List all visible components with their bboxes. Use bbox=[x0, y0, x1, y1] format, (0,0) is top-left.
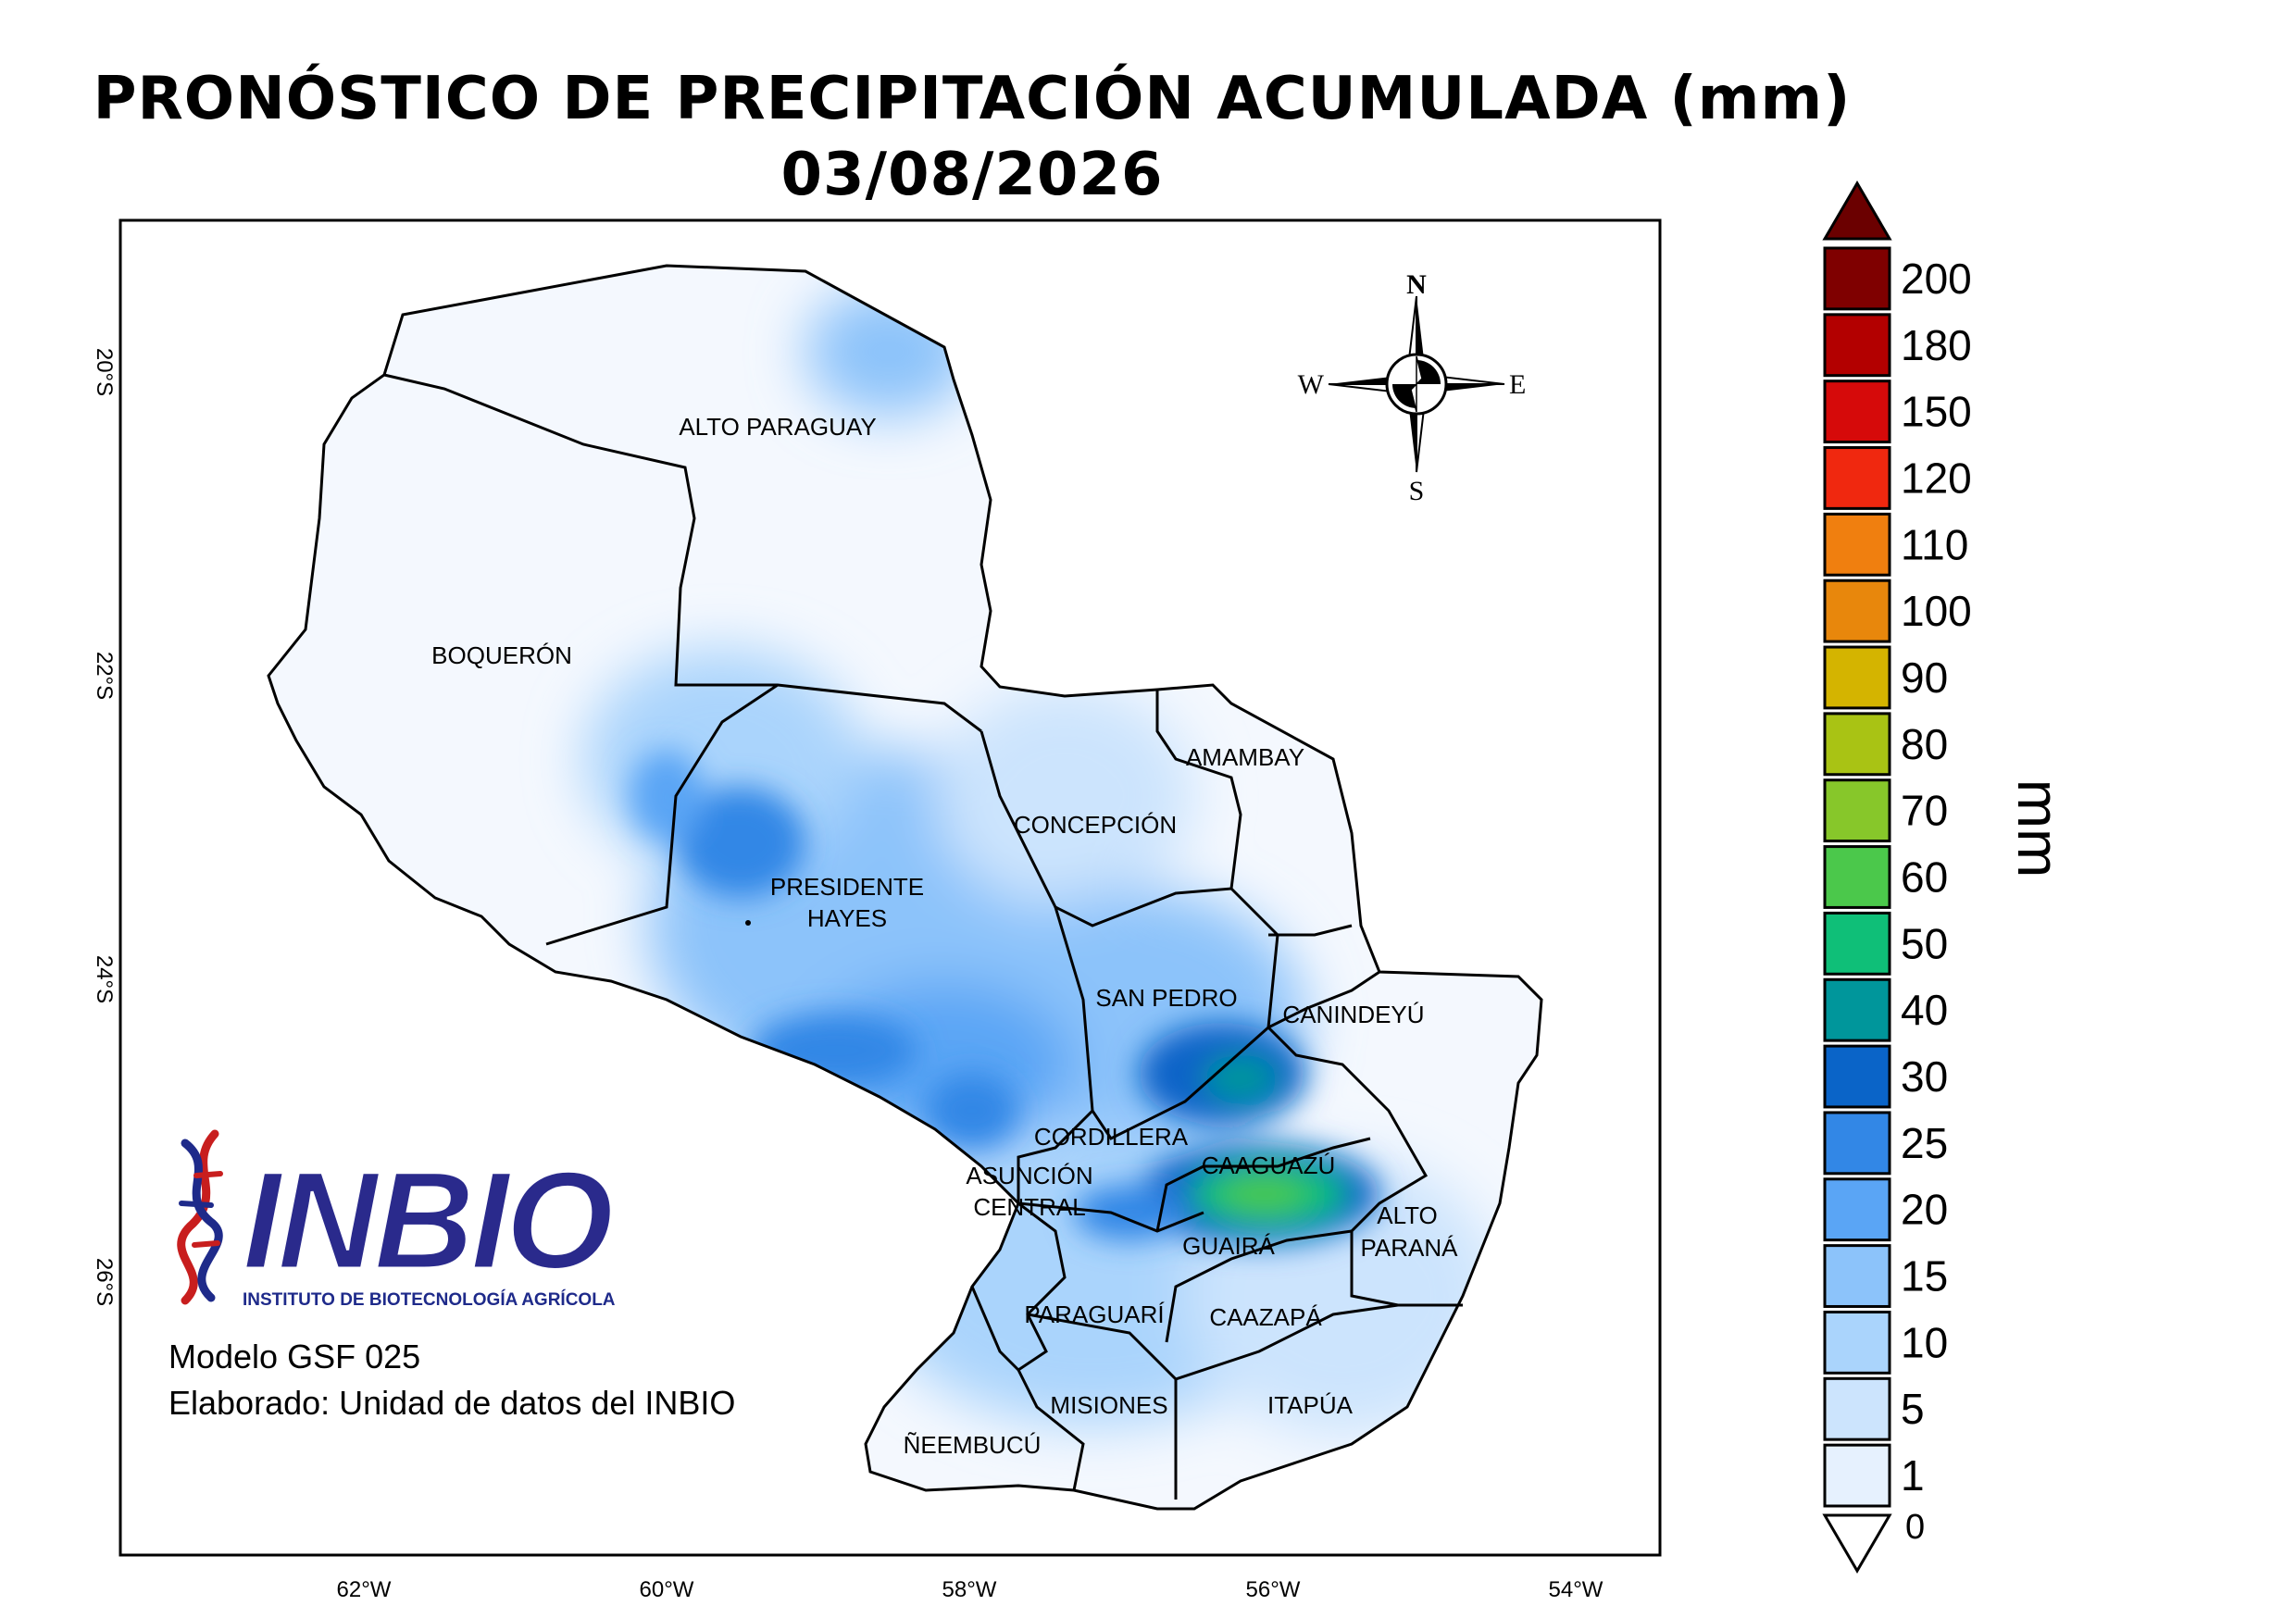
legend-label-30: 30 bbox=[1901, 1052, 1948, 1101]
legend-swatch-1 bbox=[1823, 1443, 1891, 1508]
label-central: CENTRAL bbox=[973, 1193, 1085, 1221]
legend-swatch-10 bbox=[1823, 1310, 1891, 1375]
legend-label-50: 50 bbox=[1901, 919, 1948, 967]
label-hayes: HAYES bbox=[807, 904, 887, 932]
compass-e: E bbox=[1509, 369, 1526, 400]
label-asuncion: ASUNCIÓN bbox=[966, 1162, 1092, 1189]
dna-icon bbox=[177, 1129, 223, 1305]
model-credit: Modelo GSF 025 bbox=[168, 1338, 420, 1375]
legend-label-1: 1 bbox=[1901, 1451, 1925, 1500]
legend-swatch-120 bbox=[1823, 446, 1891, 510]
label-san-pedro: SAN PEDRO bbox=[1095, 984, 1237, 1012]
label-canindeyu: CANINDEYÚ bbox=[1282, 1001, 1424, 1028]
logo-name: INBIO bbox=[243, 1142, 612, 1298]
legend-zero-label: 0 bbox=[1905, 1508, 1925, 1547]
legend-label-80: 80 bbox=[1901, 720, 1948, 768]
legend-label-15: 15 bbox=[1901, 1252, 1948, 1301]
legend-swatch-25 bbox=[1823, 1111, 1891, 1176]
lat-tick-24s: 24°S bbox=[92, 955, 117, 1003]
legend-swatch-100 bbox=[1823, 579, 1891, 643]
legend-swatch-110 bbox=[1823, 512, 1891, 577]
label-alto-paraguay: ALTO PARAGUAY bbox=[679, 413, 876, 441]
label-itapua: ITAPÚA bbox=[1267, 1391, 1354, 1419]
compass-w: W bbox=[1298, 369, 1325, 400]
latitude-axis: 20°S 22°S 24°S 26°S bbox=[92, 348, 117, 1306]
location-dot bbox=[745, 920, 751, 926]
legend-label-10: 10 bbox=[1901, 1318, 1948, 1366]
label-presidente: PRESIDENTE bbox=[770, 873, 924, 901]
label-cordillera: CORDILLERA bbox=[1034, 1123, 1189, 1151]
legend-swatch-70 bbox=[1823, 778, 1891, 843]
legend-swatch-180 bbox=[1823, 313, 1891, 378]
legend-label-25: 25 bbox=[1901, 1119, 1948, 1167]
label-caaguazu: CAAGUAZÚ bbox=[1202, 1151, 1335, 1179]
lat-tick-22s: 22°S bbox=[92, 652, 117, 700]
map-title: PRONÓSTICO DE PRECIPITACIÓN ACUMULADA (m… bbox=[93, 65, 1852, 133]
lon-tick-58w: 58°W bbox=[942, 1577, 997, 1602]
label-caazapa: CAAZAPÁ bbox=[1209, 1303, 1322, 1331]
legend-label-20: 20 bbox=[1901, 1186, 1948, 1234]
lon-tick-62w: 62°W bbox=[337, 1577, 392, 1602]
longitude-axis: 62°W 60°W 58°W 56°W 54°W bbox=[337, 1577, 1603, 1602]
paraguay-outline bbox=[267, 264, 1543, 1511]
legend-label-5: 5 bbox=[1901, 1385, 1925, 1433]
lat-tick-20s: 20°S bbox=[92, 348, 117, 396]
legend-swatch-80 bbox=[1823, 712, 1891, 777]
legend-swatch-40 bbox=[1823, 977, 1891, 1042]
label-paraguari: PARAGUARÍ bbox=[1024, 1301, 1165, 1328]
lon-tick-60w: 60°W bbox=[640, 1577, 694, 1602]
legend-zero-arrow bbox=[1822, 1513, 1892, 1574]
legend-swatch-60 bbox=[1823, 845, 1891, 909]
legend-swatch-5 bbox=[1823, 1376, 1891, 1441]
compass-n: N bbox=[1406, 269, 1427, 300]
legend-swatch-50 bbox=[1823, 911, 1891, 976]
label-misiones: MISIONES bbox=[1050, 1391, 1167, 1419]
label-boqueron: BOQUERÓN bbox=[431, 641, 572, 669]
department-borders bbox=[383, 373, 1463, 1500]
legend-label-70: 70 bbox=[1901, 787, 1948, 835]
legend-label-60: 60 bbox=[1901, 853, 1948, 902]
color-legend: 2001801501201101009080706050403025201510… bbox=[1822, 180, 2072, 1574]
legend-swatch-15 bbox=[1823, 1244, 1891, 1308]
legend-label-110: 110 bbox=[1901, 520, 1968, 568]
compass-s: S bbox=[1409, 476, 1425, 506]
legend-label-200: 200 bbox=[1901, 255, 1972, 303]
department-labels: ALTO PARAGUAY BOQUERÓN PRESIDENTE HAYES … bbox=[431, 413, 1458, 1459]
legend-label-40: 40 bbox=[1901, 986, 1948, 1034]
legend-over-arrow bbox=[1822, 180, 1892, 241]
legend-label-120: 120 bbox=[1901, 454, 1972, 502]
lon-tick-56w: 56°W bbox=[1246, 1577, 1301, 1602]
map-date: 03/08/2026 bbox=[780, 141, 1164, 209]
label-neembucu: ÑEEMBUCÚ bbox=[904, 1431, 1042, 1459]
legend-label-90: 90 bbox=[1901, 653, 1948, 702]
lon-tick-54w: 54°W bbox=[1549, 1577, 1603, 1602]
lat-tick-26s: 26°S bbox=[92, 1258, 117, 1306]
legend-swatch-150 bbox=[1823, 380, 1891, 444]
compass-rose-icon: N S E W bbox=[1298, 269, 1527, 506]
label-guaira: GUAIRÁ bbox=[1182, 1232, 1275, 1260]
legend-swatch-90 bbox=[1823, 645, 1891, 710]
legend-swatch-200 bbox=[1823, 246, 1891, 311]
legend-label-100: 100 bbox=[1901, 587, 1972, 635]
label-parana: PARANÁ bbox=[1361, 1234, 1459, 1262]
legend-unit: mm bbox=[2005, 779, 2072, 878]
label-concepcion: CONCEPCIÓN bbox=[1014, 811, 1177, 839]
label-alto: ALTO bbox=[1377, 1201, 1438, 1229]
author-credit: Elaborado: Unidad de datos del INBIO bbox=[168, 1384, 735, 1422]
logo-subtitle: INSTITUTO DE BIOTECNOLOGÍA AGRÍCOLA bbox=[243, 1289, 616, 1310]
legend-swatch-30 bbox=[1823, 1044, 1891, 1109]
legend-swatch-20 bbox=[1823, 1177, 1891, 1242]
legend-label-180: 180 bbox=[1901, 321, 1972, 369]
legend-label-150: 150 bbox=[1901, 388, 1972, 436]
inbio-logo: INBIO INSTITUTO DE BIOTECNOLOGÍA AGRÍCOL… bbox=[177, 1129, 618, 1310]
label-amambay: AMAMBAY bbox=[1186, 743, 1304, 771]
